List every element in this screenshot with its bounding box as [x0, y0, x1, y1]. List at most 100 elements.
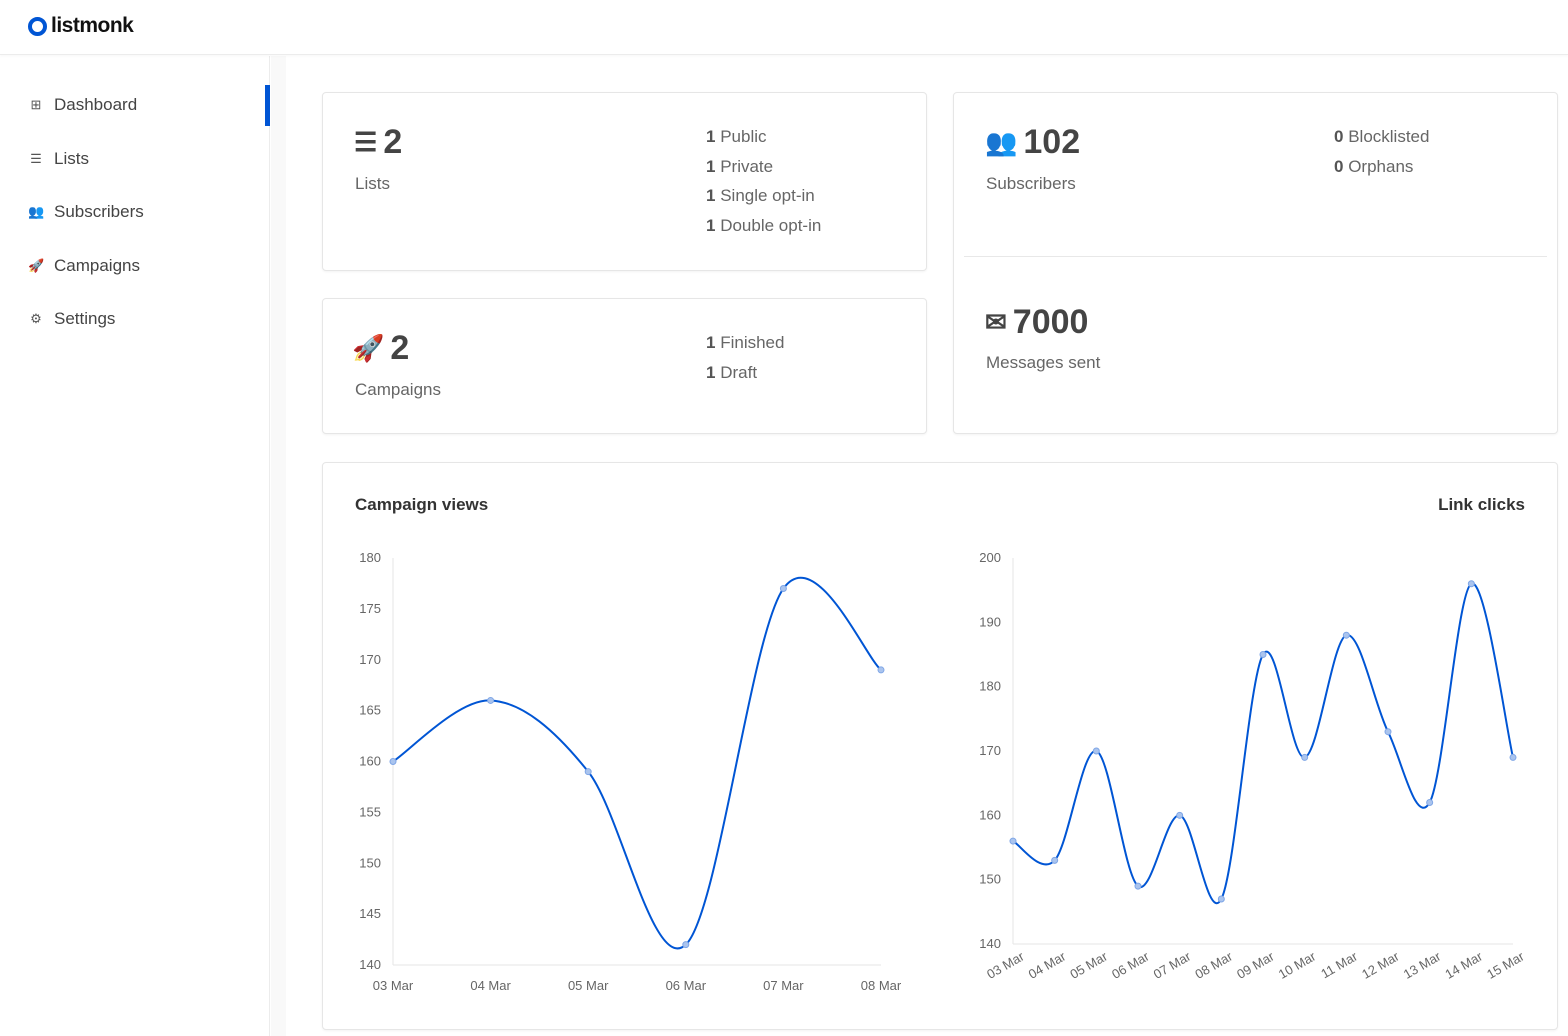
stat-public: 1 Public: [706, 127, 767, 146]
subscribers-count: 👥 102: [985, 123, 1081, 161]
x-tick-label: 08 Mar: [861, 978, 902, 993]
divider: [964, 256, 1547, 257]
data-point[interactable]: [1259, 651, 1267, 658]
stat-single-optin: 1 Single opt-in: [706, 186, 815, 206]
list-icon: ☰: [30, 151, 42, 166]
table-icon: ⊞: [30, 97, 42, 112]
rocket-icon: 🚀: [28, 258, 45, 273]
sidebar-item-dashboard[interactable]: ⊞ Dashboard: [28, 93, 138, 117]
y-tick-label: 170: [979, 743, 1001, 758]
sidebar-item-settings[interactable]: ⚙ Settings: [28, 307, 115, 331]
stat-double-optin: 1 Double opt-in: [706, 216, 822, 236]
active-indicator: [265, 85, 270, 126]
data-point[interactable]: [877, 666, 885, 674]
y-tick-label: 150: [979, 872, 1001, 887]
x-tick-label: 14 Mar: [1442, 948, 1485, 982]
sidebar-item-label: Campaigns: [54, 256, 140, 275]
x-tick-label: 03 Mar: [373, 978, 414, 993]
subscribers-label: Subscribers: [986, 174, 1076, 193]
y-tick-label: 145: [359, 906, 381, 921]
users-icon: 👥: [985, 127, 1018, 157]
campaign-views-title: Campaign views: [355, 495, 489, 514]
data-point[interactable]: [1301, 753, 1309, 761]
x-tick-label: 04 Mar: [1026, 948, 1069, 982]
sidebar-item-subscribers[interactable]: 👥 Subscribers: [28, 200, 144, 224]
stat-private: 1 Private: [706, 156, 774, 176]
data-point[interactable]: [1426, 798, 1434, 806]
data-point[interactable]: [1134, 882, 1142, 890]
x-tick-label: 04 Mar: [470, 978, 511, 993]
data-point[interactable]: [1217, 895, 1225, 903]
sidebar-item-lists[interactable]: ☰ Lists: [28, 147, 89, 171]
subscribers-stats: 0 Blocklisted 0 Orphans: [1334, 122, 1429, 181]
list-icon: ☰: [354, 127, 378, 157]
x-tick-label: 07 Mar: [1151, 948, 1194, 982]
x-tick-label: 03 Mar: [984, 948, 1027, 982]
logo-text: listmonk: [51, 14, 134, 37]
x-tick-label: 05 Mar: [568, 978, 609, 993]
users-icon: 👥: [28, 204, 45, 219]
x-tick-label: 06 Mar: [1109, 948, 1152, 982]
y-tick-label: 150: [359, 855, 381, 870]
data-point[interactable]: [1092, 747, 1100, 755]
data-point[interactable]: [389, 758, 397, 765]
sidebar-item-label: Subscribers: [54, 202, 144, 221]
content-gutter: [271, 56, 286, 1036]
stat-blocklisted: 0 Blocklisted: [1334, 127, 1430, 146]
y-tick-label: 180: [979, 679, 1001, 694]
charts-card: Campaign views Link clicks 140 145 150 155 1…: [322, 462, 1558, 1030]
x-tick-label: 10 Mar: [1276, 948, 1319, 982]
data-point[interactable]: [779, 585, 787, 593]
logo[interactable]: listmonk: [28, 14, 134, 38]
messages-count: ✉ 7000: [985, 303, 1089, 341]
lists-label: Lists: [355, 174, 390, 193]
data-point[interactable]: [584, 768, 592, 776]
data-point[interactable]: [1342, 631, 1350, 639]
data-point[interactable]: [1509, 753, 1517, 761]
stat-draft: 1 Draft: [706, 362, 758, 382]
series-line: [1012, 582, 1514, 904]
x-tick-label: 05 Mar: [1067, 948, 1110, 982]
y-tick-label: 200: [979, 550, 1001, 565]
sidebar-item-label: Settings: [54, 309, 116, 328]
y-tick-label: 175: [359, 601, 381, 616]
stat-finished: 1 Finished: [706, 333, 785, 352]
lists-card[interactable]: ☰ 2 Lists 1 Public 1 Private 1 Single opt…: [322, 92, 927, 271]
x-tick-label: 07 Mar: [763, 978, 804, 993]
y-tick-label: 170: [359, 652, 381, 667]
sidebar-item-label: Lists: [54, 149, 89, 168]
x-tick-label: 06 Mar: [666, 978, 707, 993]
subscribers-card[interactable]: 👥 102 Subscribers 0 Blocklisted 0 Orphans…: [953, 92, 1558, 434]
messages-label: Messages sent: [986, 353, 1101, 372]
y-tick-label: 160: [359, 754, 381, 769]
x-tick-label: 11 Mar: [1318, 948, 1360, 981]
data-point[interactable]: [1176, 811, 1184, 819]
series-line: [392, 577, 882, 950]
data-point[interactable]: [1467, 580, 1475, 588]
y-tick-label: 160: [979, 807, 1001, 822]
campaigns-stats: 1 Finished 1 Draft: [706, 328, 784, 387]
rocket-icon: 🚀: [352, 333, 385, 363]
x-tick-label: 09 Mar: [1234, 948, 1277, 982]
campaigns-card[interactable]: 🚀 2 Campaigns 1 Finished 1 Draft: [322, 298, 927, 434]
logo-ring-icon: [28, 16, 47, 36]
y-tick-label: 180: [359, 550, 381, 565]
top-header: listmonk: [0, 0, 1568, 55]
sidebar: [0, 56, 270, 1036]
y-tick-label: 140: [359, 957, 381, 972]
data-point[interactable]: [1051, 856, 1059, 864]
x-tick-label: 15 Mar: [1484, 948, 1527, 982]
gear-icon: ⚙: [30, 311, 42, 326]
y-tick-label: 165: [359, 703, 381, 718]
data-point[interactable]: [1009, 837, 1017, 845]
lists-stats: 1 Public 1 Private 1 Single opt-in 1 Dou…: [706, 122, 821, 241]
envelope-icon: ✉: [985, 307, 1007, 337]
sidebar-item-campaigns[interactable]: 🚀 Campaigns: [28, 254, 140, 278]
data-point[interactable]: [682, 941, 690, 949]
data-point[interactable]: [1384, 728, 1392, 736]
y-tick-label: 140: [979, 936, 1001, 951]
y-tick-label: 190: [979, 614, 1001, 629]
data-point[interactable]: [487, 696, 495, 704]
link-clicks-title: Link clicks: [1438, 495, 1525, 514]
